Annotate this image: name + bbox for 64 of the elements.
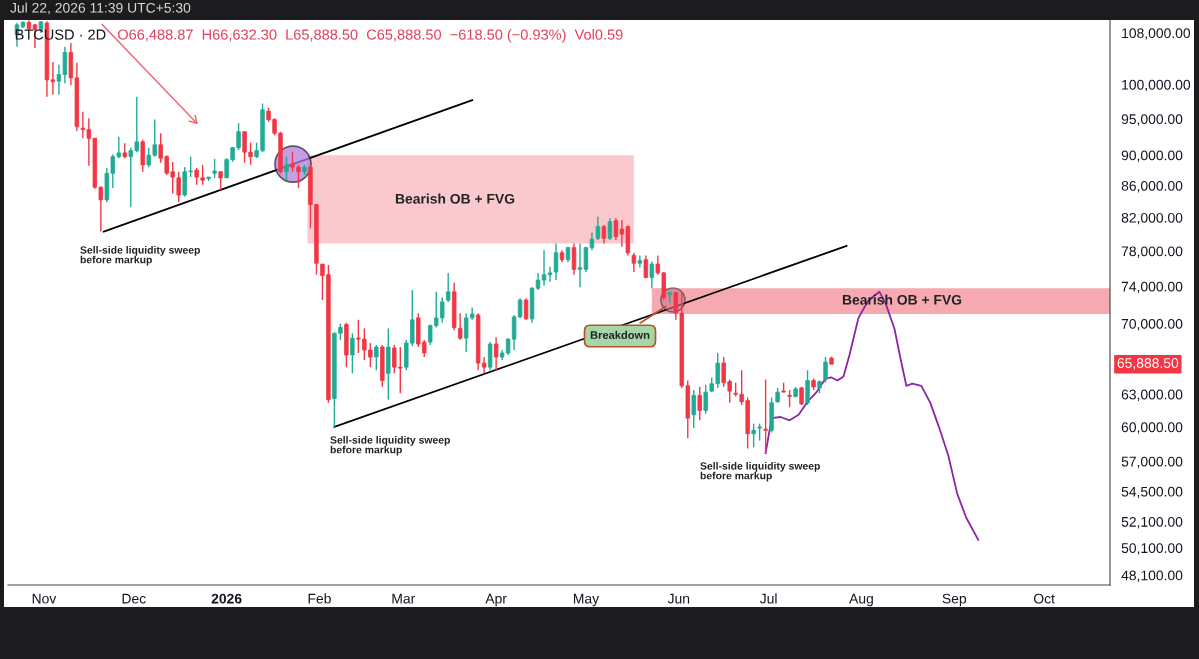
x-tick-label: Oct <box>1033 593 1055 604</box>
candlestick <box>697 386 702 421</box>
y-tick-label: 78,000.00 <box>1121 246 1183 258</box>
candlestick <box>607 217 613 241</box>
candlestick <box>637 254 643 269</box>
candlestick <box>523 297 529 321</box>
candlestick <box>631 252 637 273</box>
x-tick-label: Jul <box>759 593 777 604</box>
x-tick-label: Mar <box>392 593 416 604</box>
x-tick-label: Jun <box>667 593 690 604</box>
candlestick <box>457 312 463 341</box>
candlestick <box>823 356 828 384</box>
candlestick <box>649 260 655 289</box>
candlestick <box>445 272 451 303</box>
y-tick-label: 82,000.00 <box>1121 212 1183 225</box>
y-tick-label: 100,000.00 <box>1122 79 1191 92</box>
y-tick-label: 95,000.00 <box>1121 114 1183 126</box>
y-tick-label: 52,100.00 <box>1121 516 1183 529</box>
x-tick-label: 2026 <box>211 593 242 604</box>
candlestick <box>577 242 583 288</box>
annotation: Sell-side liquidity sweep before markup <box>330 436 450 456</box>
candlestick <box>350 332 355 375</box>
candlestick <box>571 242 577 276</box>
y-tick-label: 48,100.00 <box>1121 570 1183 582</box>
text: 65,888.50 <box>1117 358 1179 370</box>
x-tick-label: Aug <box>849 593 873 607</box>
y-tick-label: 50,100.00 <box>1121 543 1183 555</box>
y-tick-label: 63,000.00 <box>1121 389 1183 402</box>
candlestick <box>691 389 696 429</box>
candlestick <box>284 155 289 181</box>
annotation: Sell-side liquidity sweep before markup <box>700 462 820 482</box>
x-tick-label: Sep <box>942 593 967 607</box>
candlestick <box>547 266 553 283</box>
y-tick-label: 57,000.00 <box>1121 456 1183 469</box>
candlestick <box>553 242 559 281</box>
candlestick <box>140 138 145 173</box>
y-tick-label: 86,000.00 <box>1121 180 1183 193</box>
annotation: Breakdown <box>590 330 650 339</box>
y-tick-label: 70,000.00 <box>1121 318 1183 331</box>
y-tick-label: 60,000.00 <box>1121 422 1183 434</box>
candlestick <box>218 171 223 192</box>
annotation: Bearish OB + FVG <box>395 193 515 204</box>
y-tick-label: 74,000.00 <box>1121 281 1183 294</box>
candlestick <box>751 422 756 449</box>
y-tick-label: 90,000.00 <box>1121 150 1183 162</box>
y-tick-label: 54,500.00 <box>1121 486 1183 499</box>
candlestick <box>601 224 607 245</box>
candlestick <box>763 378 768 454</box>
x-tick-label: Feb <box>308 593 331 604</box>
candlestick <box>493 336 499 371</box>
x-tick-label: Dec <box>122 593 146 604</box>
candlestick <box>374 344 379 371</box>
x-tick-label: Apr <box>485 593 507 607</box>
y-tick-label: 108,000.00 <box>1122 28 1191 40</box>
x-tick-label: Nov <box>32 593 57 604</box>
text: Jul 22, 2026 11:39 UTC+5:30 <box>10 2 191 15</box>
candlestick <box>487 341 493 371</box>
candlestick <box>541 249 547 287</box>
candlestick <box>595 216 601 241</box>
candlestick <box>212 158 217 179</box>
annotation: Sell-side liquidity sweep before markup <box>80 246 200 266</box>
text: O66,488.87 H66,632.30 L65,888.50 C65,888.50 −618.50 (−0.93%) Vol0.59 <box>117 29 623 43</box>
candlestick <box>805 369 810 406</box>
x-tick-label: May <box>573 593 600 607</box>
